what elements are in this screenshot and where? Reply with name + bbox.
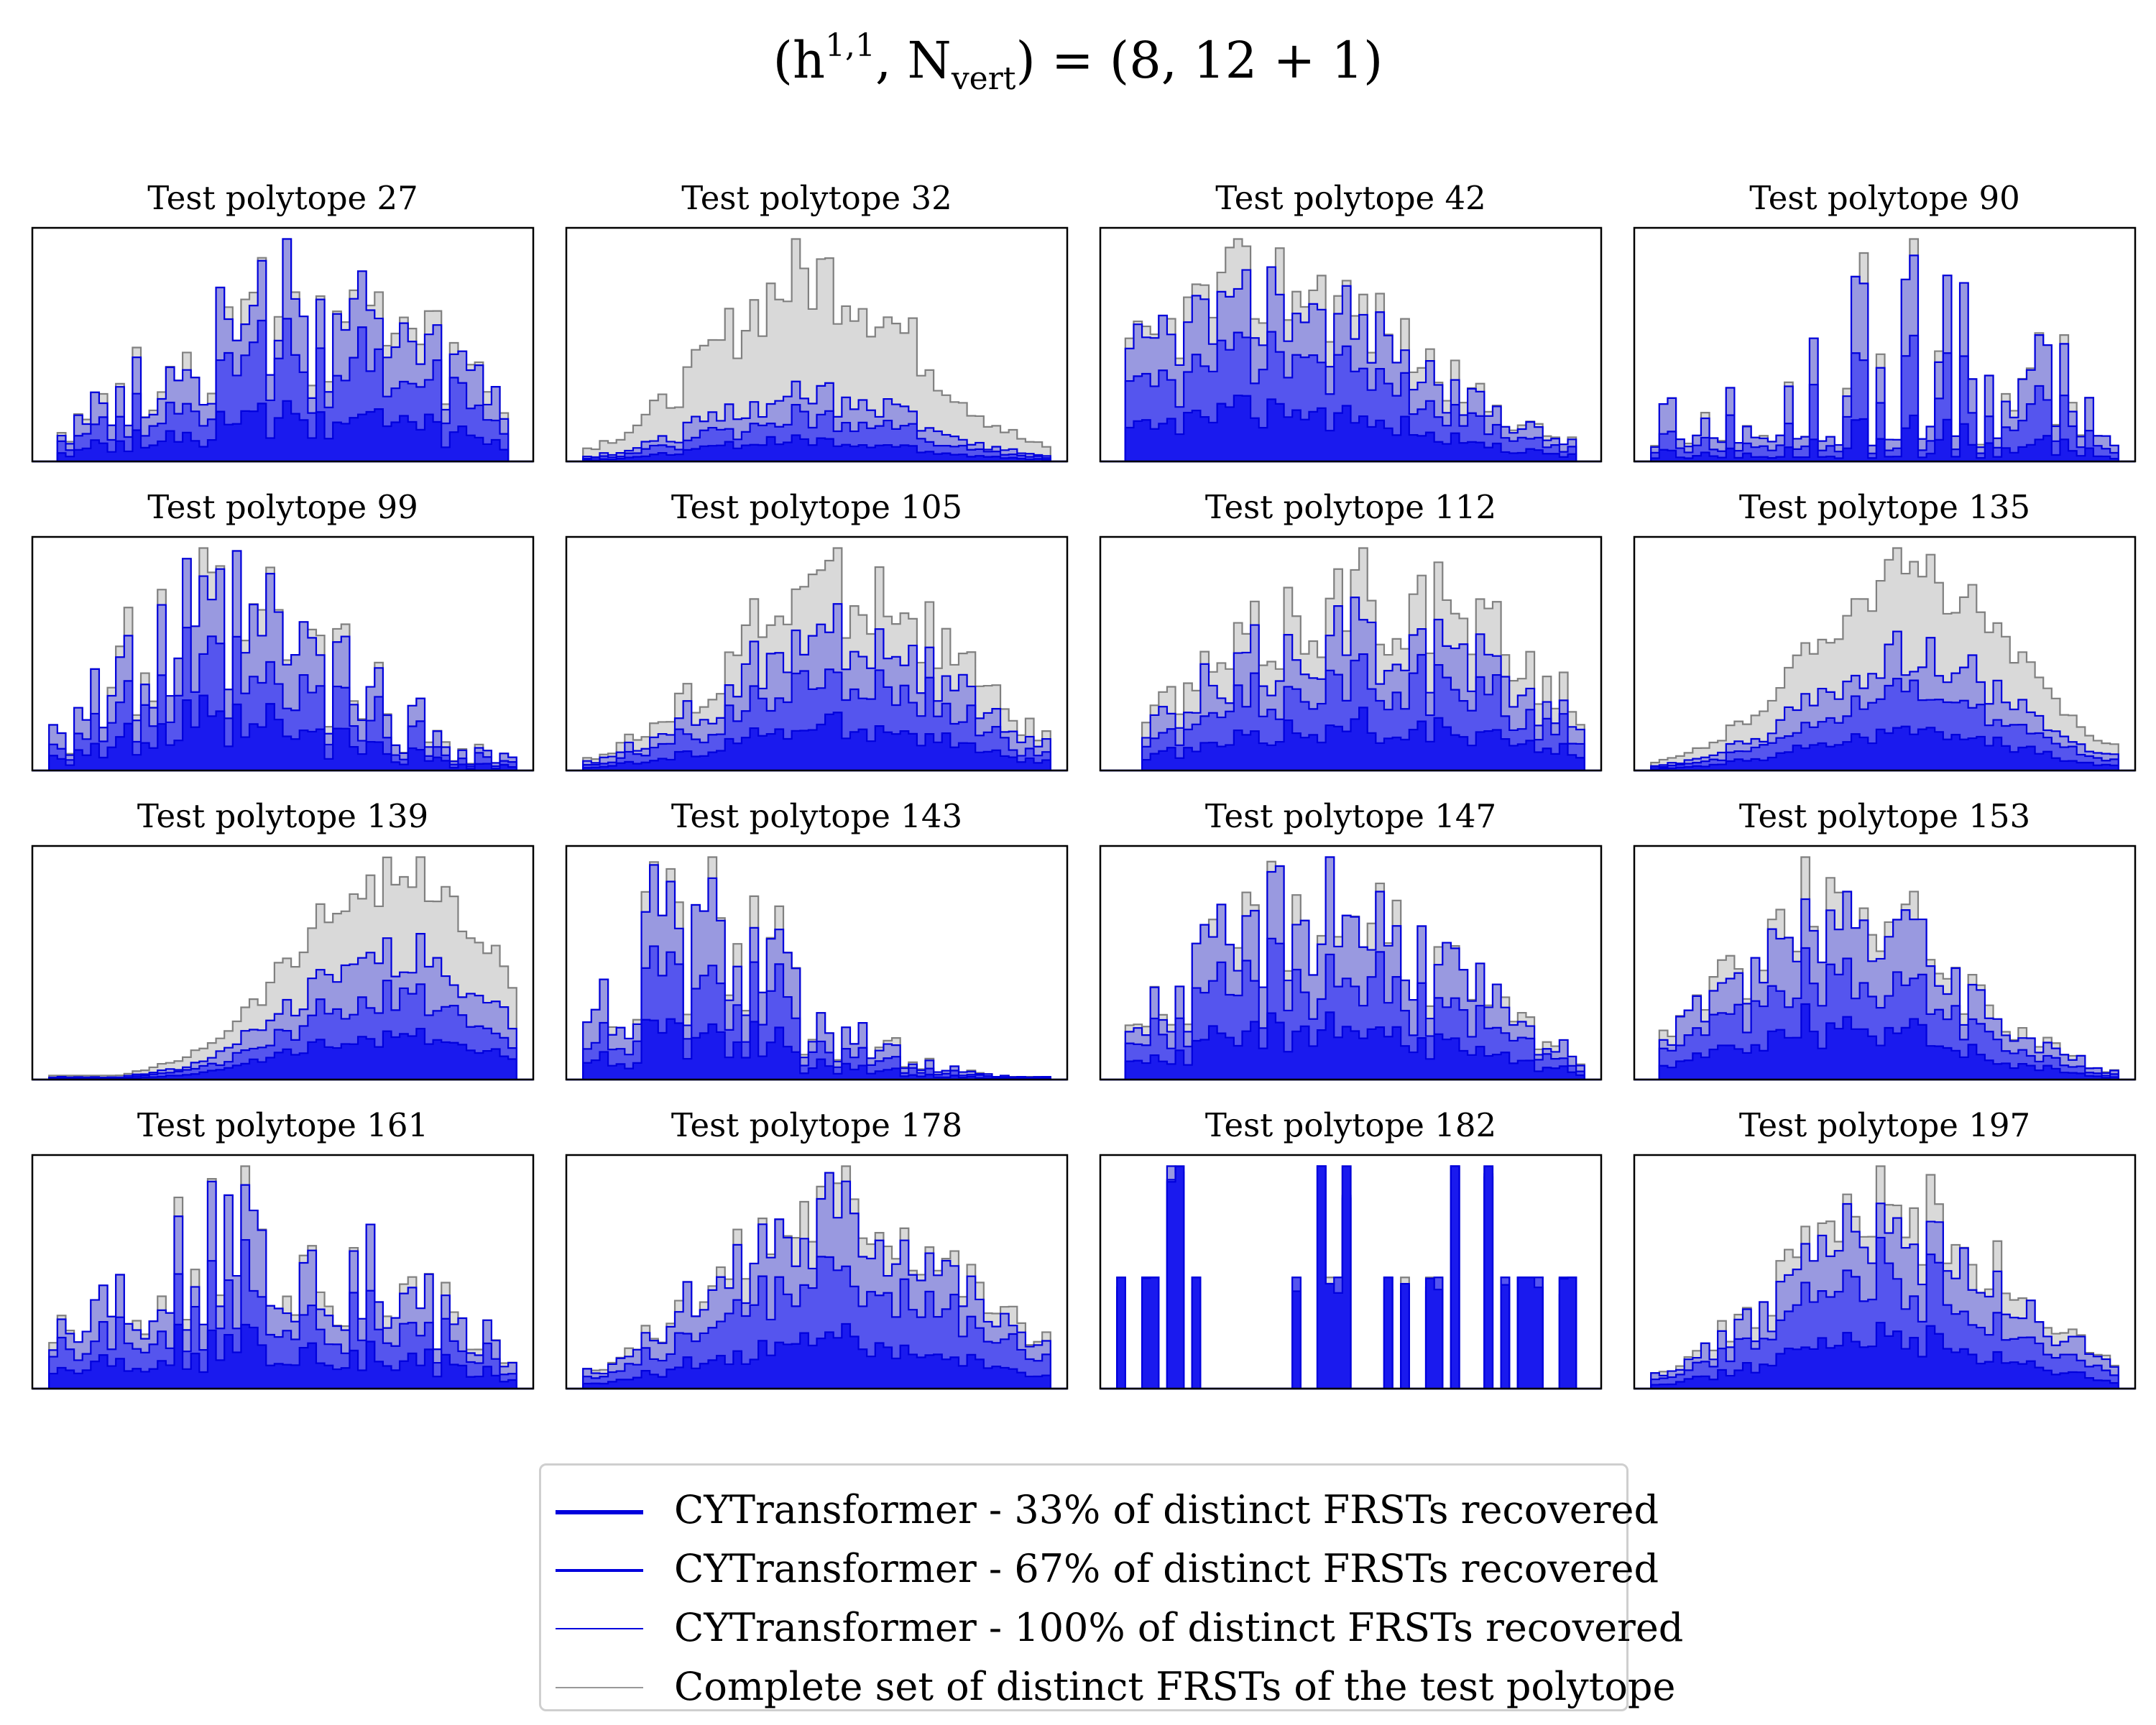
panel-title: Test polytope 112 [1205,488,1496,526]
histogram-panel: Test polytope 105 [565,488,1069,772]
recovered-33-step [32,694,533,772]
panel-title: Test polytope 99 [147,488,418,526]
recovered-33-step [1634,725,2135,772]
title-prefix: (h [773,31,826,90]
panel-frame [1099,226,1603,463]
panel-frame [1099,535,1603,772]
recovered-33-step [1100,1011,1601,1081]
recovered-33-step [32,1028,533,1081]
legend-label-67: CYTransformer - 67% of distinct FRSTs re… [674,1546,1659,1591]
panel-frame [31,226,535,463]
panel-title: Test polytope 153 [1739,797,2030,835]
panel-title: Test polytope 147 [1205,797,1496,835]
recovered-33-step [566,434,1067,463]
panel-title: Test polytope 143 [671,797,962,835]
histogram-panel: Test polytope 197 [1633,1106,2137,1390]
legend-swatch-33 [556,1510,643,1514]
histogram-panel: Test polytope 139 [31,797,535,1081]
panel-title: Test polytope 197 [1739,1106,2030,1144]
histogram-panel: Test polytope 161 [31,1106,535,1390]
histogram-panel: Test polytope 32 [565,179,1069,463]
recovered-33-step [1634,1322,2135,1390]
panel-frame [31,1154,535,1390]
panel-frame [1633,226,2137,463]
panel-frame [565,535,1069,772]
histogram-panel: Test polytope 90 [1633,179,2137,463]
panel-title: Test polytope 42 [1215,179,1486,217]
panel-title: Test polytope 27 [147,179,418,217]
legend: CYTransformer - 33% of distinct FRSTs re… [539,1463,1683,1711]
title-superscript: 1,1 [825,27,876,64]
panel-frame [565,226,1069,463]
histogram-panel: Test polytope 178 [565,1106,1069,1390]
panel-frame [565,845,1069,1081]
panel-frame [1633,535,2137,772]
recovered-33-step [566,1322,1067,1390]
panel-title: Test polytope 161 [137,1106,428,1144]
title-suffix: ) = (8, 12 + 1) [1015,31,1383,90]
recovered-33-step [1634,414,2135,463]
legend-label-100: CYTransformer - 100% of distinct FRSTs r… [674,1605,1684,1650]
legend-swatch-complete [556,1687,643,1688]
recovered-33-step [1634,1003,2135,1081]
title-mid: , N [875,31,952,90]
recovered-33-step [32,1323,533,1390]
title-subscript: vert [951,60,1016,97]
panel-title: Test polytope 105 [671,488,962,526]
legend-entry-complete: Complete set of distinct FRSTs of the te… [541,1658,1675,1716]
histogram-panel: Test polytope 147 [1099,797,1603,1081]
histogram-panel: Test polytope 143 [565,797,1069,1081]
panel-frame [31,845,535,1081]
panel-frame [31,535,535,772]
recovered-67-step [1634,1236,2135,1390]
panel-frame [1099,845,1603,1081]
panel-title: Test polytope 135 [1739,488,2030,526]
recovered-33-step [566,1018,1067,1081]
panel-title: Test polytope 178 [671,1106,962,1144]
recovered-33-step [1100,395,1601,463]
figure-title: (h1,1, Nvert) = (8, 12 + 1) [0,27,2156,97]
histogram-panel: Test polytope 182 [1099,1106,1603,1390]
legend-swatch-67 [556,1569,643,1572]
recovered-33-step [32,400,533,463]
panel-frame [1099,1154,1603,1390]
panel-frame [1633,845,2137,1081]
panel-title: Test polytope 139 [137,797,428,835]
legend-swatch-100 [556,1628,643,1629]
panel-frame [565,1154,1069,1390]
histogram-panel: Test polytope 27 [31,179,535,463]
histogram-panel: Test polytope 42 [1099,179,1603,463]
histogram-panel: Test polytope 153 [1633,797,2137,1081]
legend-label-complete: Complete set of distinct FRSTs of the te… [674,1664,1676,1709]
histogram-panel: Test polytope 135 [1633,488,2137,772]
complete-set-step [566,238,1067,463]
recovered-67-step [32,1238,533,1390]
recovered-33-step [1100,1165,1601,1390]
legend-entry-67: CYTransformer - 67% of distinct FRSTs re… [541,1540,1659,1598]
recovered-33-step [566,712,1067,772]
histogram-panel: Test polytope 99 [31,488,535,772]
recovered-67-step [566,403,1067,463]
panel-title: Test polytope 90 [1749,179,2020,217]
legend-entry-100: CYTransformer - 100% of distinct FRSTs r… [541,1599,1683,1657]
legend-entry-33: CYTransformer - 33% of distinct FRSTs re… [541,1481,1659,1539]
panel-title: Test polytope 182 [1205,1106,1496,1144]
histogram-panel: Test polytope 112 [1099,488,1603,772]
panel-title: Test polytope 32 [681,179,952,217]
recovered-33-step [1100,707,1601,772]
legend-label-33: CYTransformer - 33% of distinct FRSTs re… [674,1487,1659,1532]
panel-frame [1633,1154,2137,1390]
